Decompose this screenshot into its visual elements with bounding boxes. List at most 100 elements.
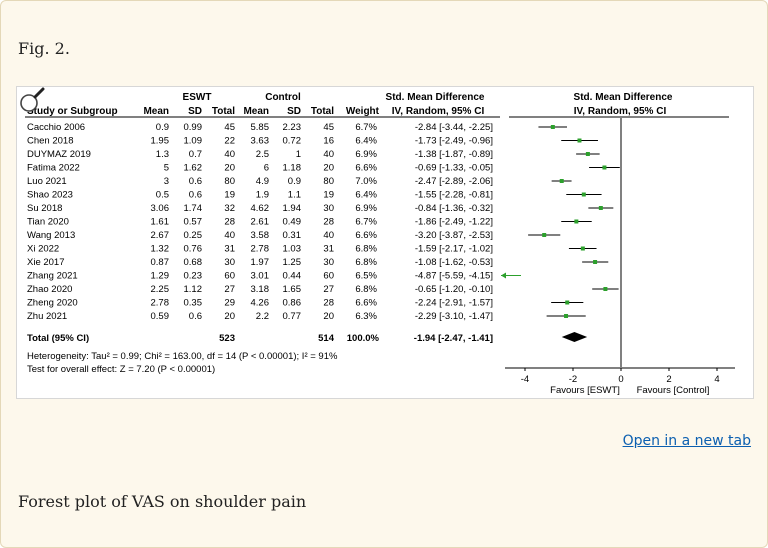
eswt-mean-cell: 3 [164, 176, 169, 187]
ci-text-cell: -0.84 [-1.36, -0.32] [415, 203, 493, 214]
study-name: Tian 2020 [27, 217, 69, 228]
smd-plot-group-header: Std. Mean Difference [574, 92, 673, 103]
study-name: Cacchio 2006 [27, 122, 85, 133]
effect-point [559, 179, 564, 183]
study-row: Shao 2023 0.5 0.6 19 1.9 1.1 19 6.4% -1.55 [-2.2… [27, 190, 493, 201]
effect-point [550, 125, 555, 129]
study-row: Zhang 2021 1.29 0.23 60 3.01 0.44 60 6.5% -4.87 … [27, 271, 493, 282]
control-mean-cell: 4.26 [251, 298, 270, 309]
study-row: Tian 2020 1.61 0.57 28 2.61 0.49 28 6.7% -1.86 [… [27, 217, 493, 228]
ci-text-cell: -1.86 [-2.49, -1.22] [415, 217, 493, 228]
study-row: Cacchio 2006 0.9 0.99 45 5.85 2.23 45 6.7% -2.84… [27, 122, 493, 133]
control-total-cell: 28 [323, 217, 334, 228]
eswt-total-cell: 32 [224, 203, 235, 214]
x-tick-label: 4 [714, 374, 719, 385]
control-mean-cell: 2.2 [256, 311, 269, 322]
control-total-header: Total [311, 106, 334, 117]
ci-text-cell: -4.87 [-5.59, -4.15] [415, 271, 493, 282]
control-sd-cell: 1.94 [283, 203, 302, 214]
control-total-cell: 45 [323, 122, 334, 133]
study-name: Luo 2021 [27, 176, 67, 187]
weight-header: Weight [346, 106, 380, 117]
eswt-sd-cell: 1.09 [184, 136, 203, 147]
eswt-mean-cell: 0.5 [156, 190, 169, 201]
eswt-total-cell: 27 [224, 284, 235, 295]
figure-label: Fig. 2. [18, 39, 70, 58]
effect-point [593, 260, 598, 264]
eswt-mean-cell: 1.32 [151, 244, 170, 255]
ci-text-cell: -1.08 [-1.62, -0.53] [415, 257, 493, 268]
control-sd-cell: 2.23 [283, 122, 302, 133]
study-name: Wang 2013 [27, 230, 75, 241]
smd-text-group-header: Std. Mean Difference [386, 92, 485, 103]
control-total-cell: 27 [323, 284, 334, 295]
effect-point [598, 206, 603, 210]
effect-point [602, 165, 607, 170]
control-total-cell: 60 [323, 271, 334, 282]
total-row: Total (95% CI) 523 514 100.0% -1.94 [-2.47, … [27, 333, 493, 344]
control-mean-cell: 2.78 [251, 244, 270, 255]
study-name: Zhao 2020 [27, 284, 72, 295]
weight-cell: 6.6% [355, 230, 377, 241]
eswt-mean-cell: 2.67 [151, 230, 170, 241]
eswt-total-cell: 19 [224, 190, 235, 201]
magnifier-icon[interactable] [17, 87, 46, 116]
heterogeneity-text: Heterogeneity: Tau² = 0.99; Chi² = 163.0… [27, 351, 338, 362]
figure-caption: Forest plot of VAS on shoulder pain [18, 492, 307, 511]
total-weight: 100.0% [347, 333, 380, 344]
eswt-group-header: ESWT [183, 92, 212, 103]
eswt-mean-cell: 5 [164, 163, 169, 174]
open-in-new-tab-link[interactable]: Open in a new tab [622, 433, 751, 449]
control-sd-cell: 1.03 [283, 244, 302, 255]
eswt-sd-cell: 0.76 [184, 244, 203, 255]
eswt-sd-cell: 0.99 [184, 122, 203, 133]
x-tick-label: 0 [618, 374, 623, 385]
forest-plot-figure[interactable]: ESWT Control Std. Mean Difference Std. M… [16, 86, 754, 399]
eswt-total-cell: 29 [224, 298, 235, 309]
eswt-mean-cell: 3.06 [151, 203, 170, 214]
effect-point [585, 152, 590, 156]
effect-point [565, 300, 570, 305]
weight-cell: 6.8% [355, 257, 377, 268]
control-sd-cell: 1.25 [283, 257, 302, 268]
ci-text-cell: -1.38 [-1.87, -0.89] [415, 149, 493, 160]
control-sd-cell: 1.65 [283, 284, 302, 295]
study-name: Zheng 2020 [27, 298, 78, 309]
control-mean-cell: 3.63 [251, 136, 270, 147]
control-mean-cell: 5.85 [251, 122, 270, 133]
study-name: Fatima 2022 [27, 163, 80, 174]
study-row: Wang 2013 2.67 0.25 40 3.58 0.31 40 6.6% -3.20 [… [27, 230, 493, 241]
weight-cell: 6.7% [355, 122, 377, 133]
control-total-cell: 40 [323, 230, 334, 241]
ci-text-cell: -0.65 [-1.20, -0.10] [415, 284, 493, 295]
effect-point [577, 138, 582, 143]
table-headers: ESWT Control Std. Mean Difference Std. M… [25, 92, 729, 118]
weight-cell: 6.9% [355, 203, 377, 214]
eswt-sd-cell: 1.62 [184, 163, 203, 174]
study-name: Xi 2022 [27, 244, 59, 255]
control-sd-cell: 0.77 [283, 311, 302, 322]
summary-block: Heterogeneity: Tau² = 0.99; Chi² = 163.0… [27, 351, 338, 375]
effect-point [580, 246, 585, 251]
eswt-sd-cell: 0.6 [189, 176, 202, 187]
ci-text-header: IV, Random, 95% CI [392, 106, 485, 117]
weight-cell: 6.8% [355, 284, 377, 295]
total-ci-text: -1.94 [-2.47, -1.41] [414, 333, 493, 344]
eswt-total-cell: 30 [224, 257, 235, 268]
eswt-total-cell: 60 [224, 271, 235, 282]
control-total-cell: 20 [323, 311, 334, 322]
x-tick-label: 2 [666, 374, 671, 385]
control-total-cell: 19 [323, 190, 334, 201]
ci-text-cell: -0.69 [-1.33, -0.05] [415, 163, 493, 174]
forest-plot: ESWT Control Std. Mean Difference Std. M… [25, 92, 735, 396]
control-mean-cell: 3.18 [251, 284, 270, 295]
eswt-total-cell: 20 [224, 311, 235, 322]
ci-text-cell: -2.84 [-3.44, -2.25] [415, 122, 493, 133]
weight-cell: 6.8% [355, 244, 377, 255]
study-row: Chen 2018 1.95 1.09 22 3.63 0.72 16 6.4% -1.73 [… [27, 136, 493, 147]
study-row: Fatima 2022 5 1.62 20 6 1.18 20 6.6% -0.69 [-1.3… [27, 163, 493, 174]
weight-cell: 6.3% [355, 311, 377, 322]
eswt-total-cell: 22 [224, 136, 235, 147]
weight-cell: 6.6% [355, 298, 377, 309]
